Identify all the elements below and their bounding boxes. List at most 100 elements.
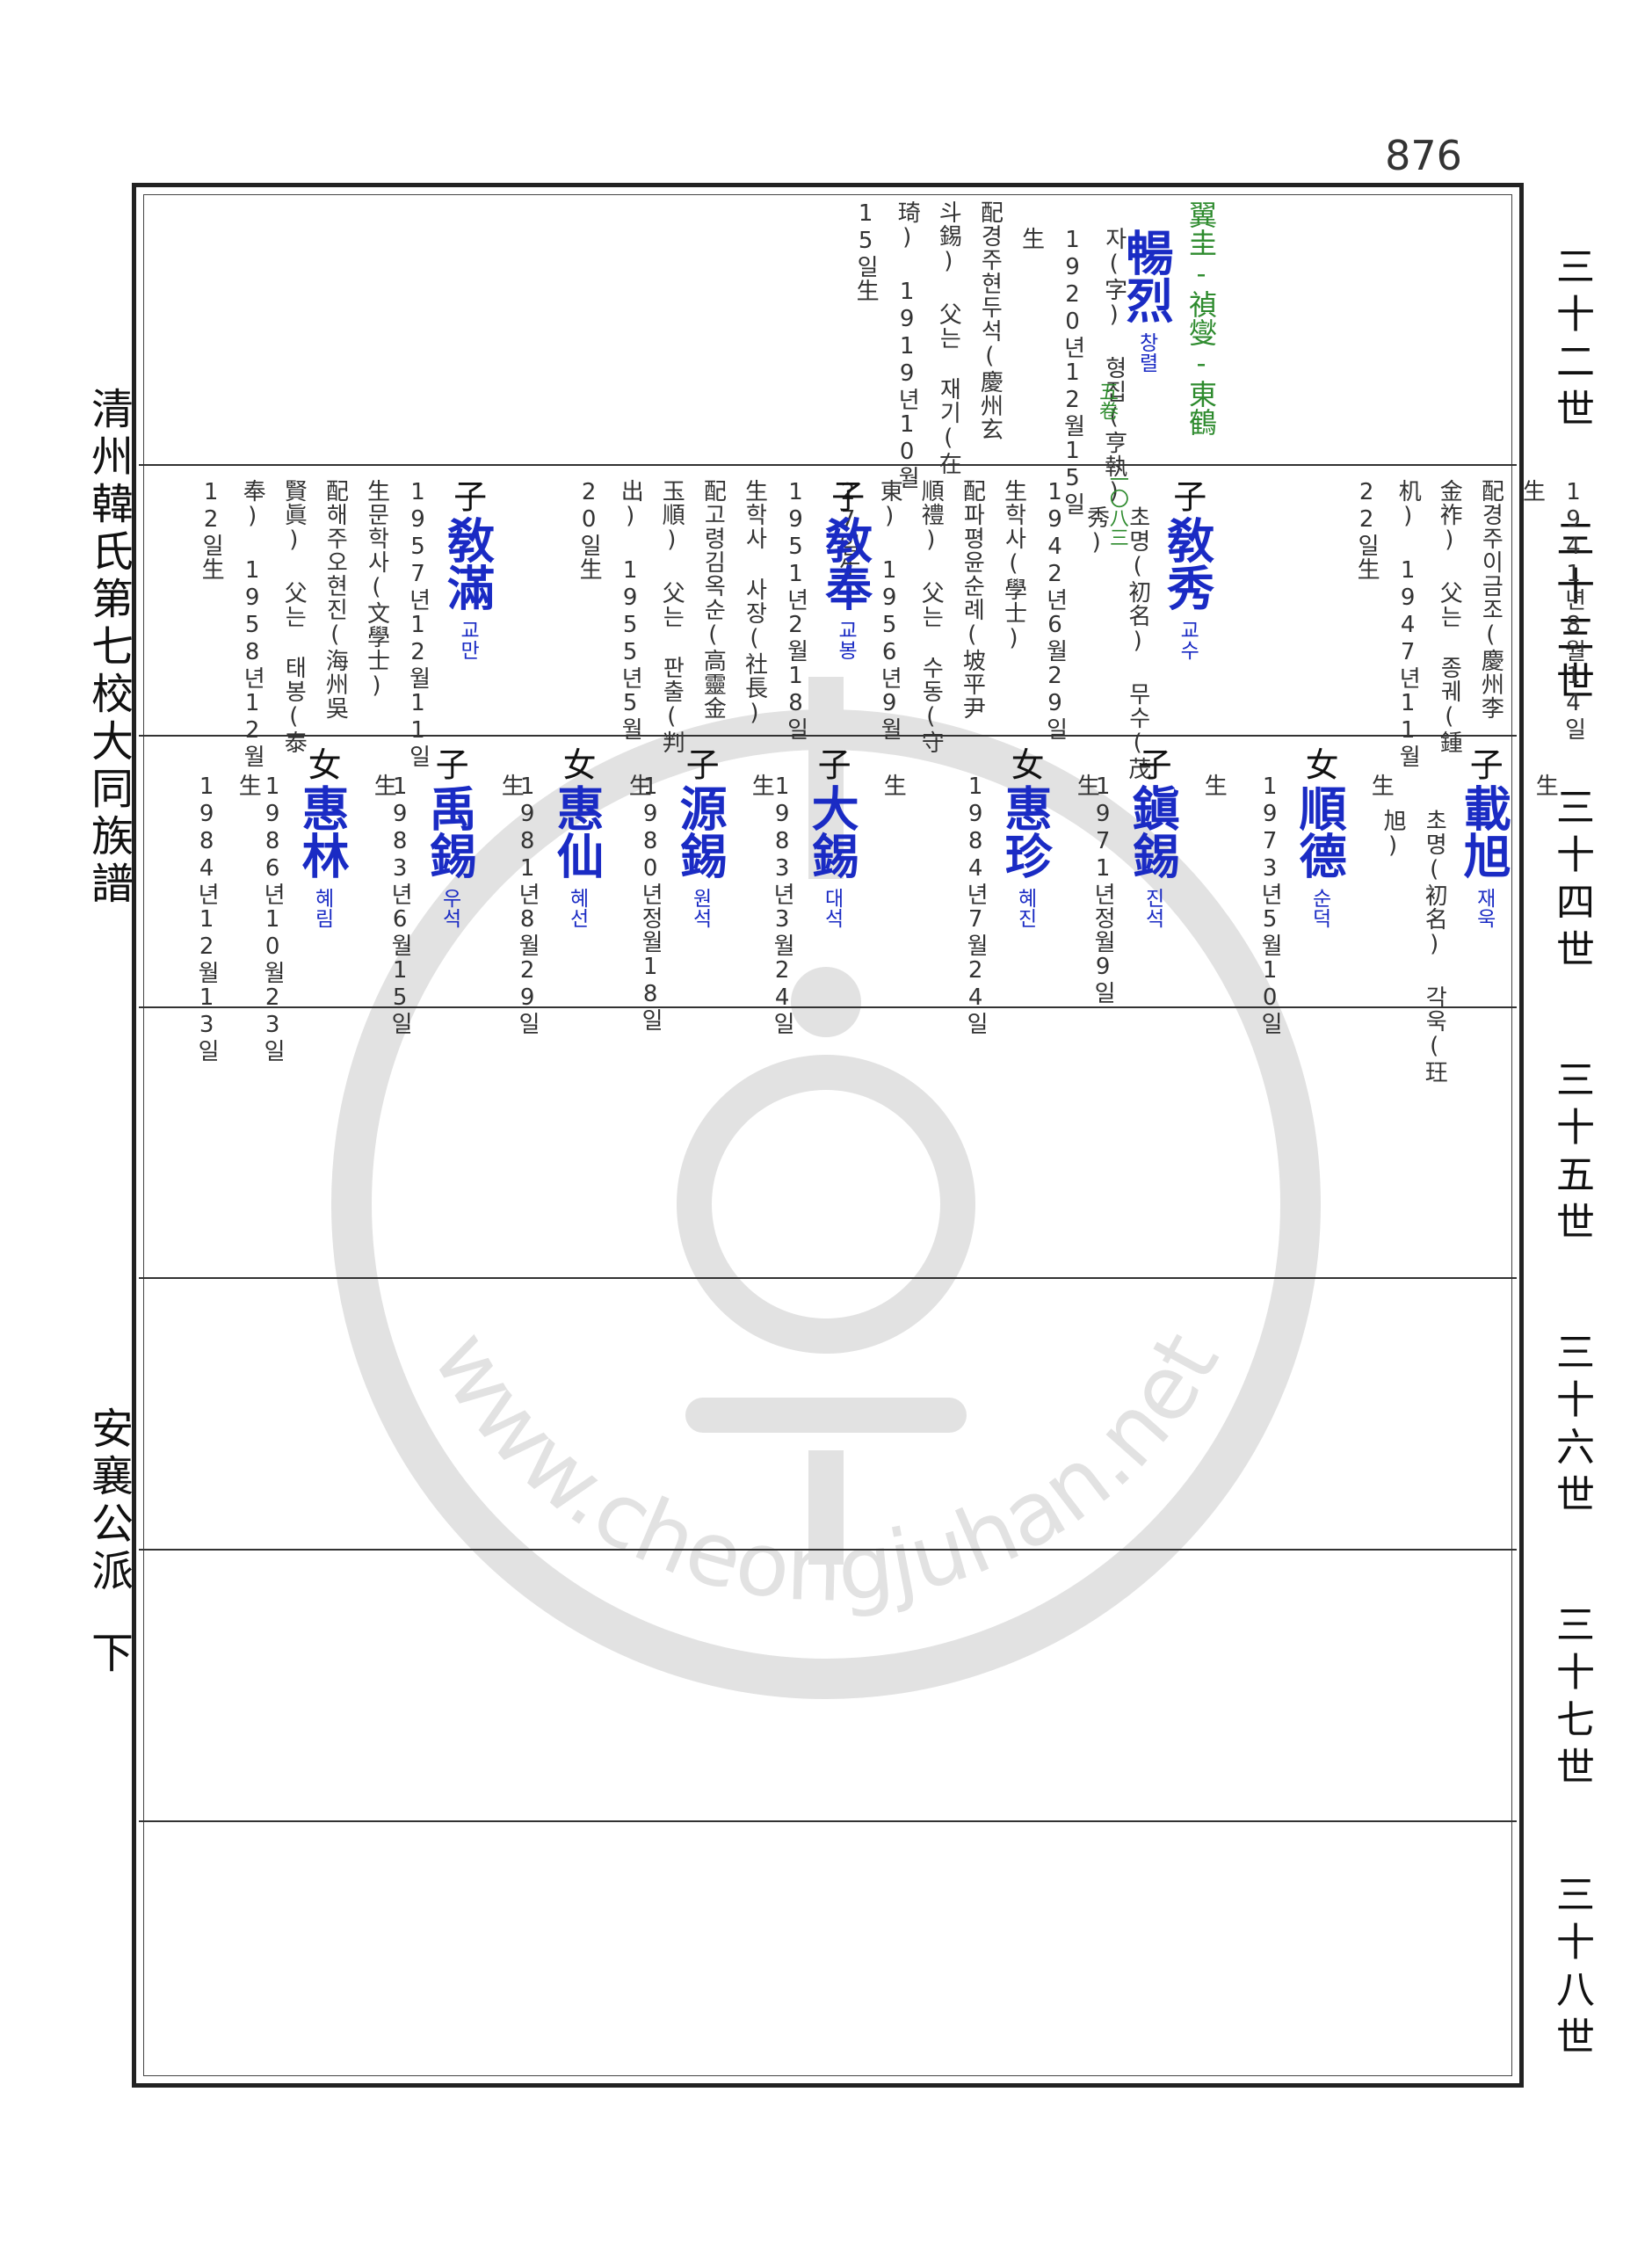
person-details: 22일生 — [1353, 479, 1380, 581]
person-details: 초명(初名) 각욱(玨 — [1421, 809, 1448, 1084]
person-details: 奉) 1958년12월 — [239, 479, 266, 768]
person-details: 1942년6월29일 — [1041, 479, 1069, 741]
person-details: 生 — [1018, 227, 1045, 251]
person-details: 1920년12월15일 — [1059, 227, 1086, 516]
person-name-korean: 대석 — [820, 888, 844, 928]
person-details: 出) 1955년5월 — [617, 479, 644, 741]
person-entry-daeseok: 生 子 大錫 대석 1983년3월24일 — [756, 747, 908, 1035]
row-divider — [139, 1820, 1517, 1822]
relation-label: 女 — [557, 747, 597, 781]
person-details: 1981년8월29일 — [514, 774, 541, 1035]
person-name: 禹錫 — [421, 784, 478, 879]
person-details: 生 — [748, 774, 775, 797]
relation-label: 子 — [680, 747, 720, 781]
person-details: 生 — [1532, 774, 1559, 797]
person-details: 生 — [1200, 774, 1228, 797]
person-details: 東) 1956년9월 — [876, 479, 903, 741]
person-details: 配파평윤순례(坡平尹 — [959, 479, 986, 720]
person-entry-sundeok: 生 女 順德 순덕 1973년5월10일 — [1243, 747, 1395, 1035]
person-details: 1941년8월14일 — [1560, 479, 1587, 741]
person-details: 生학사 사장(社長) — [741, 479, 768, 727]
relation-label: 子 — [1464, 747, 1503, 781]
person-entry-changyeol: 翼圭-禎燮-東鶴 暢烈 창렬 五卷 一〇八三 자(字) 형집(亨執) 1920년… — [839, 200, 1221, 547]
person-details: 1984년12월13일 — [193, 774, 221, 1063]
person-name: 大錫 — [803, 784, 860, 879]
relation-label: 女 — [1005, 747, 1045, 781]
relation-label: 子 — [812, 747, 851, 781]
person-details: 順禮) 父는 수동(守 — [917, 479, 945, 754]
person-details: 1983년6월15일 — [387, 774, 414, 1035]
person-details: 27일生 — [835, 479, 862, 581]
person-name: 暢烈 — [1118, 229, 1175, 323]
volume-reference: 五卷 — [1096, 381, 1119, 420]
person-details: 玉順) 父는 판출(判 — [658, 479, 685, 754]
relation-label: 子 — [447, 479, 487, 512]
person-details: 配고령김옥순(高靈金 — [699, 479, 727, 720]
person-details: 1984년7월24일 — [962, 774, 989, 1035]
person-name-korean: 원석 — [688, 888, 712, 928]
person-name: 源錫 — [671, 784, 728, 879]
person-details: 生 — [235, 774, 262, 797]
generation-label: 三十三世 — [1549, 519, 1594, 708]
person-entry-gyobong: 子 敎奉 교봉 1951년2월18일 生학사 사장(社長) 配고령김옥순(高靈金… — [562, 479, 880, 754]
person-details: 生 — [497, 774, 525, 797]
person-details: 1957년12월11일 — [404, 479, 431, 768]
person-entry-hyerim-birth: 生 1984년12월13일 — [180, 747, 263, 1063]
person-details: 12일生 — [198, 479, 225, 581]
person-details: 1983년3월24일 — [769, 774, 796, 1035]
person-details: 1951년2월18일 — [782, 479, 809, 741]
generation-label: 三十四世 — [1549, 787, 1594, 977]
person-name: 敎秀 — [1158, 516, 1215, 611]
person-details: 生 — [370, 774, 397, 797]
person-name-korean: 혜선 — [565, 888, 589, 928]
person-details: 生문학사(文學士) — [363, 479, 390, 700]
person-entry-gyosu: 子 敎秀 교수 초명(初名) 무수(茂 秀) 1942년6월29일 生학사(學士… — [822, 479, 1222, 781]
row-divider — [139, 1277, 1517, 1279]
relation-label: 子 — [1133, 747, 1172, 781]
person-entry-jaeuk: 生 子 載旭 재욱 초명(初名) 각욱(玨 旭) — [1366, 747, 1560, 1084]
person-entry-gyoman: 子 敎滿 교만 1957년12월11일 生문학사(文學士) 配해주오현진(海州吳… — [185, 479, 503, 768]
person-entry-hyeseon: 生 女 惠仙 혜선 1981년8월29일 — [501, 747, 653, 1035]
relation-label: 女 — [1300, 747, 1339, 781]
person-details: 초명(初名) 무수(茂 — [1124, 505, 1151, 781]
row-divider — [139, 735, 1517, 737]
generation-label: 三十八世 — [1549, 1874, 1594, 2064]
person-entry-useok: 生 子 禹錫 우석 1983년6월15일 — [373, 747, 525, 1035]
genealogy-frame — [132, 183, 1524, 2088]
person-name: 惠林 — [293, 784, 351, 879]
person-name-korean: 교봉 — [834, 620, 858, 660]
person-name-korean: 창렬 — [1134, 332, 1158, 373]
person-details: 1971년정월9일 — [1090, 774, 1117, 1005]
person-details: 1980년정월18일 — [637, 774, 664, 1032]
person-name-korean: 교만 — [456, 620, 480, 660]
relation-label: 子 — [825, 479, 865, 512]
person-name-korean: 우석 — [438, 888, 461, 928]
person-details: 자(字) 형집(亨執) — [1100, 227, 1127, 505]
person-details: 20일生 — [576, 479, 603, 581]
person-name-korean: 진석 — [1141, 888, 1164, 928]
person-entry-hyerim: 生 女 惠林 혜림 1986년10월23일 — [246, 747, 398, 1063]
person-name-korean: 교수 — [1176, 620, 1199, 660]
person-details: 生 — [625, 774, 652, 797]
relation-label: 女 — [302, 747, 342, 781]
person-entry-gyosu-spouse: 1941년8월14일 生 配경주이금조(慶州李 金祚) 父는 종궤(鍾 机) 1… — [1340, 479, 1589, 768]
generation-label: 三十七世 — [1549, 1604, 1594, 1794]
person-details: 秀) — [1083, 505, 1110, 556]
row-divider — [139, 1549, 1517, 1551]
person-details: 生 — [1518, 479, 1546, 503]
person-details: 金祚) 父는 종궤(鍾 — [1436, 479, 1463, 754]
person-details: 配경주현두석(慶州玄 — [976, 200, 1004, 441]
generation-label: 三十五世 — [1549, 1059, 1594, 1249]
row-divider — [139, 464, 1517, 466]
person-name: 載旭 — [1455, 784, 1512, 879]
person-details: 旭) — [1380, 809, 1407, 860]
person-details: 1973년5월10일 — [1257, 774, 1284, 1035]
person-entry-hyejin: 生 女 惠珍 혜진 1984년7월24일 — [949, 747, 1101, 1035]
person-entry-wonseok: 生 子 源錫 원석 1980년정월18일 — [624, 747, 776, 1032]
person-name-korean: 재욱 — [1472, 888, 1496, 928]
row-divider — [139, 1006, 1517, 1008]
person-details: 琦) 1919년10월 — [894, 200, 921, 490]
book-title: 清州韓氏第七校大同族譜 — [83, 387, 133, 909]
person-details: 15일生 — [852, 200, 880, 302]
person-name-korean: 혜림 — [310, 888, 334, 928]
